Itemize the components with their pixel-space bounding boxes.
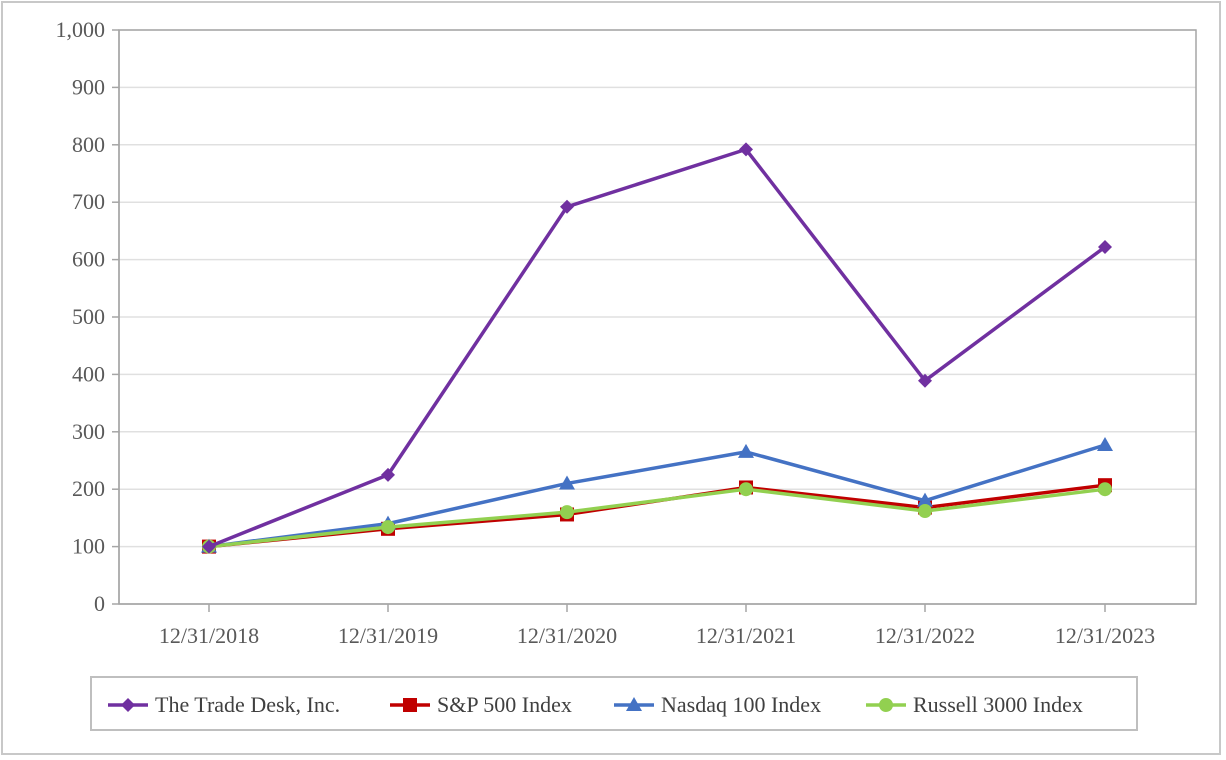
y-axis: 0 100 200 300 400 500 600 700 800 900 1,000 [56, 17, 120, 616]
data-point [626, 697, 642, 711]
series-3 [202, 482, 1112, 554]
data-point [559, 475, 575, 490]
series-line [208, 487, 1106, 549]
y-tick-label: 500 [72, 304, 105, 329]
y-tick-label: 700 [72, 189, 105, 214]
data-point [918, 504, 932, 519]
data-point [739, 482, 753, 497]
data-point [560, 505, 574, 520]
legend-label: Nasdaq 100 Index [661, 692, 821, 717]
y-tick-label: 900 [72, 74, 105, 99]
data-point [403, 698, 417, 712]
y-tick-label: 300 [72, 419, 105, 444]
data-point [879, 698, 893, 712]
legend-label: S&P 500 Index [437, 692, 572, 717]
x-tick-label: 12/31/2021 [696, 623, 796, 648]
y-tick-label: 400 [72, 361, 105, 386]
y-tick-label: 100 [72, 534, 105, 559]
y-tick-label: 200 [72, 476, 105, 501]
series-lines [201, 142, 1113, 554]
data-point [739, 142, 753, 157]
legend-item-3: Russell 3000 Index [866, 692, 1083, 717]
data-point [381, 520, 395, 535]
y-tick-label: 600 [72, 247, 105, 272]
data-point [738, 443, 754, 458]
legend-label: Russell 3000 Index [913, 692, 1083, 717]
x-tick-label: 12/31/2018 [159, 623, 259, 648]
series-0 [202, 142, 1112, 554]
legend-item-1: S&P 500 Index [390, 692, 572, 717]
x-tick-label: 12/31/2023 [1055, 623, 1155, 648]
series-line [208, 147, 1107, 549]
data-point [918, 373, 932, 388]
data-point [381, 467, 395, 482]
y-tick-label: 1,000 [56, 17, 106, 42]
data-point [1098, 482, 1112, 497]
data-point [121, 698, 135, 712]
data-point [560, 199, 574, 214]
x-tick-label: 12/31/2022 [875, 623, 975, 648]
y-tick-label: 800 [72, 132, 105, 157]
legend-item-2: Nasdaq 100 Index [614, 692, 821, 717]
data-point [1097, 437, 1113, 452]
x-tick-label: 12/31/2020 [517, 623, 617, 648]
legend-label: The Trade Desk, Inc. [155, 692, 340, 717]
data-point [917, 492, 933, 507]
y-tick-label: 0 [94, 591, 105, 616]
legend-item-0: The Trade Desk, Inc. [108, 692, 340, 717]
data-point [202, 539, 216, 554]
x-tick-label: 12/31/2019 [338, 623, 438, 648]
data-point [1098, 239, 1112, 254]
series-line [208, 443, 1106, 549]
x-axis: 12/31/2018 12/31/2019 12/31/2020 12/31/2021… [119, 603, 1196, 648]
legend: The Trade Desk, Inc. S&P 500 Index Nasdaq … [90, 676, 1138, 731]
